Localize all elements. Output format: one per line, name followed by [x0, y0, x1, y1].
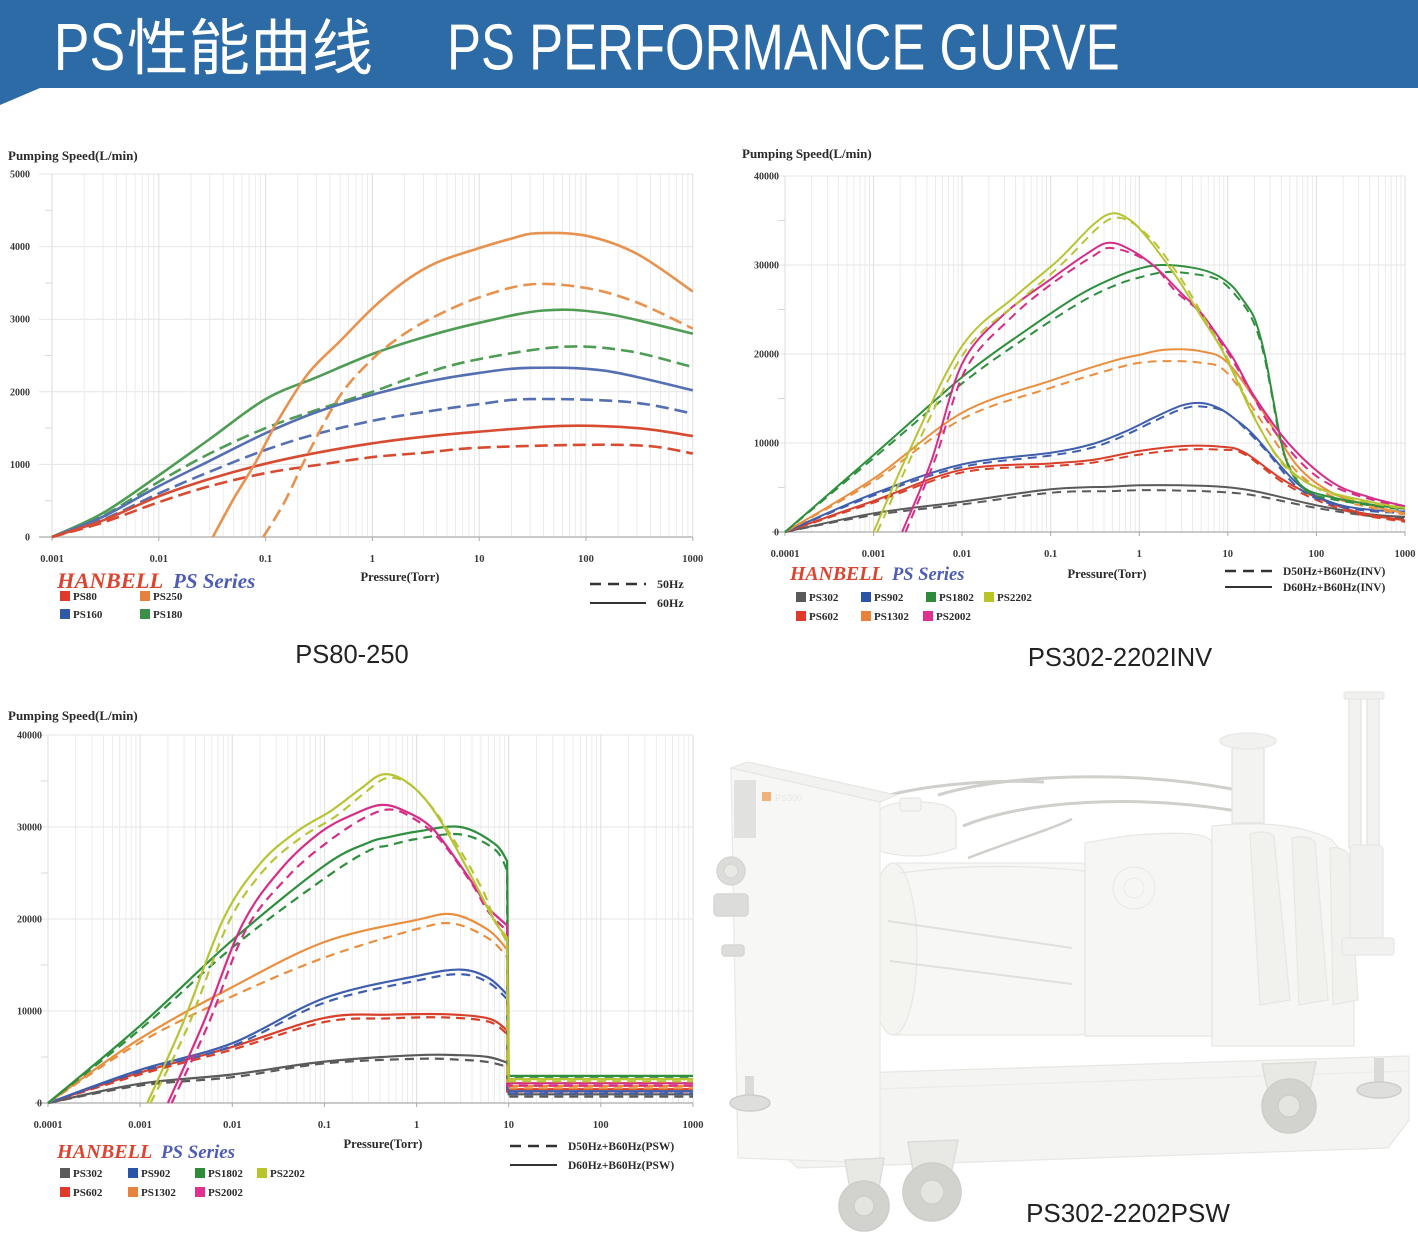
svg-text:PS1802: PS1802: [208, 1168, 243, 1180]
svg-text:Pumping Speed(L/min): Pumping Speed(L/min): [742, 146, 872, 161]
svg-text:5000: 5000: [10, 170, 30, 181]
svg-text:Pumping Speed(L/min): Pumping Speed(L/min): [8, 148, 138, 163]
svg-text:100: 100: [578, 554, 594, 565]
svg-text:40000: 40000: [754, 172, 779, 183]
svg-text:1000: 1000: [1395, 549, 1416, 560]
svg-text:PS: PS: [54, 9, 125, 84]
svg-text:0.001: 0.001: [40, 554, 64, 565]
svg-text:PS902: PS902: [141, 1168, 171, 1180]
svg-text:D60Hz+B60Hz(PSW): D60Hz+B60Hz(PSW): [568, 1160, 674, 1172]
svg-text:4000: 4000: [10, 242, 30, 253]
svg-text:0.0001: 0.0001: [771, 549, 800, 560]
svg-text:Pressure(Torr): Pressure(Torr): [361, 570, 440, 584]
svg-text:PS160: PS160: [73, 609, 103, 621]
svg-text:10000: 10000: [17, 1007, 42, 1018]
svg-text:PS PERFORMANCE GURVE: PS PERFORMANCE GURVE: [447, 12, 1120, 84]
svg-text:1000: 1000: [683, 1120, 704, 1131]
svg-text:Pumping Speed(L/min): Pumping Speed(L/min): [8, 708, 138, 723]
svg-text:0.001: 0.001: [862, 549, 886, 560]
svg-text:PS1302: PS1302: [874, 611, 909, 623]
svg-text:0.1: 0.1: [318, 1120, 331, 1131]
svg-text:PS1302: PS1302: [141, 1187, 176, 1199]
svg-text:50Hz: 50Hz: [657, 577, 684, 591]
svg-text:20000: 20000: [754, 350, 779, 361]
svg-text:1000: 1000: [10, 460, 30, 471]
svg-text:100: 100: [593, 1120, 609, 1131]
svg-text:30000: 30000: [17, 823, 42, 834]
svg-text:PS602: PS602: [809, 611, 839, 623]
svg-text:0.01: 0.01: [150, 554, 168, 565]
svg-text:D50Hz+B60Hz(INV): D50Hz+B60Hz(INV): [1283, 566, 1386, 578]
svg-text:HANBELL: HANBELL: [789, 563, 883, 585]
svg-text:PS80-250: PS80-250: [295, 641, 408, 669]
svg-text:10: 10: [1223, 549, 1234, 560]
svg-text:HANBELL: HANBELL: [56, 568, 163, 593]
svg-text:PS180: PS180: [153, 609, 183, 621]
svg-text:10000: 10000: [754, 439, 779, 450]
svg-text:PS302: PS302: [73, 1168, 103, 1180]
svg-text:PS302: PS302: [809, 592, 839, 604]
svg-text:10: 10: [503, 1120, 514, 1131]
svg-text:0.01: 0.01: [223, 1120, 241, 1131]
svg-text:2000: 2000: [10, 387, 30, 398]
svg-text:D50Hz+B60Hz(PSW): D50Hz+B60Hz(PSW): [568, 1141, 674, 1153]
svg-text:PS602: PS602: [73, 1187, 103, 1199]
svg-text:PS80: PS80: [73, 591, 97, 603]
svg-text:HANBELL: HANBELL: [56, 1141, 152, 1163]
svg-text:40000: 40000: [17, 731, 42, 742]
svg-text:PS Series: PS Series: [172, 569, 255, 593]
svg-text:0: 0: [37, 1099, 42, 1110]
svg-text:Pressure(Torr): Pressure(Torr): [1068, 567, 1147, 581]
svg-text:PS Series: PS Series: [891, 565, 964, 585]
svg-text:0.0001: 0.0001: [34, 1120, 63, 1131]
svg-text:Pressure(Torr): Pressure(Torr): [344, 1137, 423, 1151]
svg-text:0.001: 0.001: [128, 1120, 152, 1131]
svg-text:1: 1: [414, 1120, 419, 1131]
svg-text:0: 0: [25, 533, 30, 544]
svg-text:0.1: 0.1: [259, 554, 272, 565]
svg-text:1000: 1000: [682, 554, 703, 565]
svg-text:1: 1: [1137, 549, 1142, 560]
svg-text:PS1802: PS1802: [939, 592, 974, 604]
svg-text:30000: 30000: [754, 261, 779, 272]
svg-text:PS300: PS300: [775, 793, 802, 803]
svg-text:10: 10: [474, 554, 485, 565]
svg-text:PS2202: PS2202: [997, 592, 1032, 604]
svg-text:PS Series: PS Series: [160, 1142, 235, 1163]
svg-text:3000: 3000: [10, 315, 30, 326]
svg-text:PS2002: PS2002: [208, 1187, 243, 1199]
svg-text:20000: 20000: [17, 915, 42, 926]
svg-text:100: 100: [1309, 549, 1325, 560]
svg-text:D60Hz+B60Hz(INV): D60Hz+B60Hz(INV): [1283, 582, 1386, 594]
svg-text:PS2202: PS2202: [270, 1168, 305, 1180]
svg-text:0.01: 0.01: [953, 549, 971, 560]
svg-text:PS2002: PS2002: [936, 611, 971, 623]
svg-text:PS302-2202INV: PS302-2202INV: [1028, 644, 1212, 672]
svg-text:60Hz: 60Hz: [657, 596, 684, 610]
svg-text:PS250: PS250: [153, 591, 183, 603]
svg-text:PS302-2202PSW: PS302-2202PSW: [1026, 1198, 1230, 1228]
svg-text:1: 1: [370, 554, 375, 565]
svg-text:PS902: PS902: [874, 592, 904, 604]
svg-text:0.1: 0.1: [1044, 549, 1057, 560]
svg-text:0: 0: [774, 528, 779, 539]
